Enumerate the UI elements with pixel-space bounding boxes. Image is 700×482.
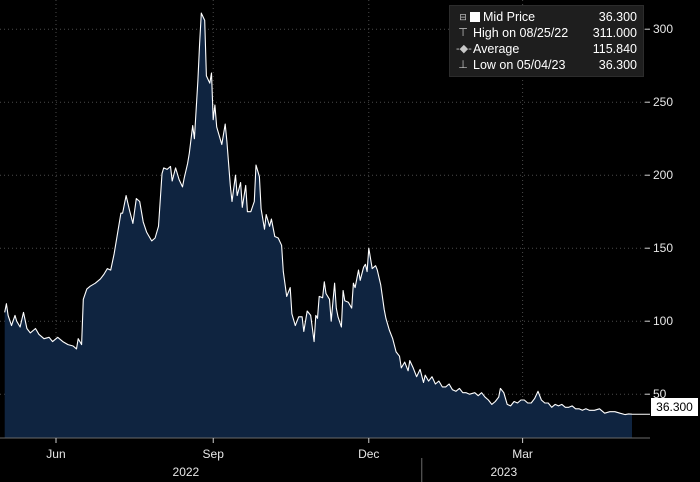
legend-value: 36.300 [598,58,637,72]
y-tick-label: 200 [653,168,673,182]
high-marker-icon: ⊤ [458,27,468,39]
last-value-tag: 36.300 [651,398,698,416]
y-tick-label: 300 [653,22,673,36]
y-tick-label: 100 [653,314,673,328]
y-tick-label: 250 [653,95,673,109]
legend-box: ⊟ Mid Price 36.300 ⊤ High on 08/25/22 31… [449,5,644,77]
year-label: 2022 [173,465,200,479]
legend-label: High on 08/25/22 [473,26,569,40]
average-marker-icon: -◆- [456,43,472,55]
x-tick-label: Jun [46,447,65,461]
legend-value: 311.000 [592,26,637,40]
price-line [4,12,633,416]
legend-row-average: -◆- Average 115.840 [456,41,637,57]
low-marker-icon: ⊥ [458,59,468,71]
legend-label: Mid Price [483,10,536,24]
y-tick-label: 150 [653,241,673,255]
legend-value: 115.840 [592,42,637,56]
y-tick-label: 50 [653,387,667,401]
x-tick-label: Mar [512,447,533,461]
year-label: 2023 [490,465,517,479]
mid-price-swatch [470,12,480,22]
legend-row-low: ⊥ Low on 05/04/23 36.300 [456,57,637,73]
area-layer [4,12,650,438]
price-area-fill [4,13,632,438]
legend-value: 36.300 [598,10,637,24]
x-axis: Jun Sep Dec Mar 2022 2023 [0,437,650,482]
x-tick-label: Dec [358,447,379,461]
legend-row-mid-price[interactable]: ⊟ Mid Price 36.300 [456,9,637,25]
x-tick-label: Sep [203,447,225,461]
legend-label: Low on 05/04/23 [473,58,566,72]
collapse-icon[interactable]: ⊟ [459,12,467,22]
legend-row-high: ⊤ High on 08/25/22 311.000 [456,25,637,41]
y-axis: 50 100 150 200 250 300 [645,22,673,401]
legend-label: Average [473,42,520,56]
